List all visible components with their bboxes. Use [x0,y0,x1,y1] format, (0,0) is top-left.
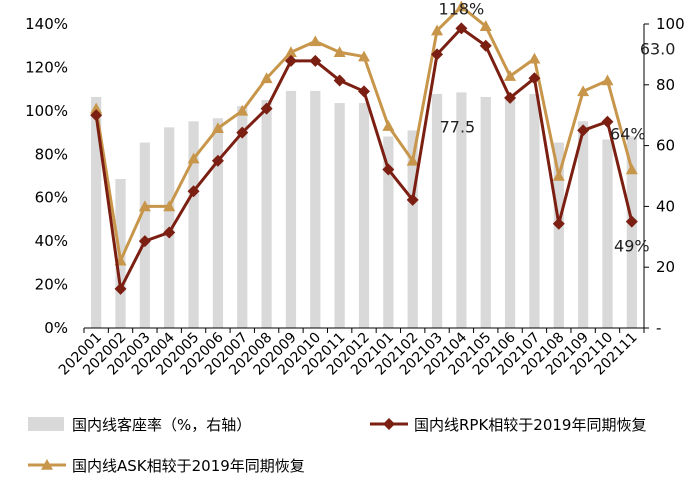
ask-point [382,120,395,131]
left-axis-tick-label: 140% [25,15,68,33]
data-label: 77.5 [440,117,476,136]
ask-point [187,152,200,164]
bar-load-factor [285,90,297,328]
left-axis-tick-label: 80% [35,145,68,163]
bar-load-factor [212,118,224,329]
rpk-point [138,235,151,248]
ask-point [211,122,224,134]
left-axis-tick-label: 20% [35,276,68,294]
bar-load-factor [456,92,467,329]
legend-label-rpk: 国内线RPK相较于2019年同期恢复 [414,416,646,434]
legend-swatch-bar [28,417,64,431]
ask-point [406,154,419,166]
ask-point [90,102,103,114]
rpk-point [333,74,346,87]
rpk-point [358,85,370,98]
ask-point [479,20,492,31]
rpk-point [114,282,127,295]
rpk-point [455,22,468,35]
bar-load-factor [358,103,370,328]
ask-point [309,35,322,47]
bar-load-factor [431,93,443,328]
right-axis-tick-label: 20 [656,258,675,276]
bar-load-factor [578,121,589,328]
rpk-point [236,126,249,139]
rpk-point [163,226,176,239]
left-axis-tick-label: 120% [25,58,68,76]
rpk-point [504,91,517,104]
legend-label-load-factor: 国内线客座率（%，右轴） [72,416,251,434]
rpk-point [382,163,395,176]
bar-load-factor [504,96,516,329]
legend-swatch-rpk-marker [383,418,395,430]
rpk-point [406,193,419,206]
ask-point [625,163,638,175]
bar-load-factor [383,136,394,328]
ask-point [163,200,176,212]
right-axis-tick-label: 60 [656,137,675,155]
ask-point [260,72,273,84]
bar-load-factor [310,90,321,328]
ask-point [431,24,444,36]
left-axis-tick-label: 40% [35,232,68,250]
data-label: 64% [610,124,646,143]
bar-load-factor [91,96,102,329]
data-label: 49% [614,237,650,256]
right-axis-tick-label: 100 [656,15,685,33]
ask-point [455,0,468,12]
legend-label-ask: 国内线ASK相较于2019年同期恢复 [72,457,305,475]
data-label: 118% [439,0,485,18]
bar-load-factor [237,106,248,328]
rpk-point [479,39,492,52]
right-axis-tick-label: - [656,319,661,337]
rpk-point [577,124,590,137]
ask-point [138,200,151,212]
ask-point [333,46,346,58]
right-axis-tick-label: 80 [656,76,675,94]
bar-load-factor [480,96,491,329]
bar-load-factor [407,130,418,328]
left-axis-tick-label: 100% [25,102,68,120]
ask-point [601,74,614,86]
rpk-point [90,109,103,122]
bar-load-factor [529,93,540,328]
rpk-point [528,72,541,85]
left-axis-tick-label: 0% [44,319,68,337]
legend-swatch-ask-marker [41,459,53,470]
rpk-point [284,54,297,67]
bar-load-factor [626,136,637,328]
ask-point [284,46,297,58]
ask-point [552,170,565,181]
rpk-point [211,154,224,167]
ask-point [358,50,370,62]
rpk-point [431,48,444,61]
bar-load-factor [334,103,345,328]
bar-load-factor [261,100,272,328]
rpk-point [552,217,565,230]
rpk-point [309,54,322,67]
ask-point [504,70,517,81]
data-label: 63.0 [640,39,676,58]
ask-point [528,52,541,64]
bar-load-factor [602,139,613,328]
rpk-point [187,185,200,198]
bar-load-factor [188,121,199,328]
rpk-point [260,102,273,115]
right-axis-tick-label: 40 [656,197,675,215]
ask-point [236,104,249,116]
bar-load-factor [553,142,564,328]
ask-point [577,85,590,97]
rpk-point [601,115,614,128]
left-axis-tick-label: 60% [35,189,68,207]
rpk-point [625,215,638,228]
